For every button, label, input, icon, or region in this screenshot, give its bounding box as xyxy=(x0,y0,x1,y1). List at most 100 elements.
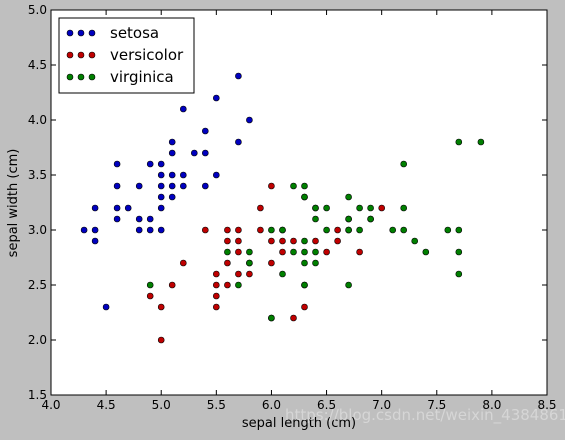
point-setosa xyxy=(80,226,88,234)
point-versicolor xyxy=(268,182,275,190)
point-virginica xyxy=(400,160,408,168)
point-setosa xyxy=(146,226,154,234)
point-virginica xyxy=(455,138,463,146)
point-virginica xyxy=(246,248,253,256)
point-virginica xyxy=(312,215,319,223)
point-setosa xyxy=(146,160,154,168)
point-virginica xyxy=(477,138,485,146)
point-setosa xyxy=(124,204,132,212)
point-virginica xyxy=(224,248,231,256)
point-virginica xyxy=(279,226,286,234)
point-versicolor xyxy=(180,259,187,267)
point-virginica xyxy=(345,193,352,201)
point-setosa xyxy=(113,182,121,190)
point-versicolor xyxy=(213,303,220,311)
y-tick-label: 1.5 xyxy=(28,388,47,402)
point-virginica xyxy=(367,204,374,212)
point-versicolor xyxy=(224,226,231,234)
point-setosa xyxy=(113,204,121,212)
legend-marker-versicolor xyxy=(66,51,74,59)
point-setosa xyxy=(157,182,165,190)
point-versicolor xyxy=(235,270,242,278)
point-virginica xyxy=(455,270,463,278)
point-setosa xyxy=(135,215,143,223)
x-axis-label: sepal length (cm) xyxy=(242,416,356,431)
point-setosa xyxy=(246,116,253,124)
point-virginica xyxy=(455,226,463,234)
legend-marker-setosa xyxy=(66,29,74,37)
point-setosa xyxy=(168,138,176,146)
point-setosa xyxy=(157,160,165,168)
point-setosa xyxy=(213,171,220,179)
x-tick-label: 5.0 xyxy=(152,398,171,412)
point-versicolor xyxy=(356,248,363,256)
point-setosa xyxy=(202,182,209,190)
point-setosa xyxy=(157,171,165,179)
point-setosa xyxy=(157,226,165,234)
point-versicolor xyxy=(334,226,341,234)
point-versicolor xyxy=(257,204,264,212)
x-tick-label: 4.0 xyxy=(41,398,60,412)
y-tick-label: 2.5 xyxy=(28,278,47,292)
point-setosa xyxy=(91,204,99,212)
point-virginica xyxy=(323,204,330,212)
point-virginica xyxy=(246,259,253,267)
point-setosa xyxy=(180,182,187,190)
point-setosa xyxy=(202,149,209,157)
point-setosa xyxy=(235,72,242,80)
point-setosa xyxy=(202,127,209,135)
point-versicolor xyxy=(235,237,242,245)
legend-marker-virginica xyxy=(88,73,96,81)
points-layer xyxy=(80,72,485,344)
x-tick-label: 4.5 xyxy=(97,398,116,412)
y-tick-label: 4.0 xyxy=(28,113,47,127)
y-tick-label: 2.0 xyxy=(28,333,47,347)
x-tick-label: 5.5 xyxy=(207,398,226,412)
x-tick-label: 8.5 xyxy=(537,398,556,412)
point-versicolor xyxy=(235,248,242,256)
point-virginica xyxy=(312,259,319,267)
point-virginica xyxy=(400,226,408,234)
point-virginica xyxy=(301,237,308,245)
point-versicolor xyxy=(224,259,231,267)
point-versicolor xyxy=(235,226,242,234)
point-setosa xyxy=(146,215,154,223)
point-virginica xyxy=(312,204,319,212)
point-versicolor xyxy=(257,226,264,234)
point-versicolor xyxy=(213,281,220,289)
legend-marker-versicolor xyxy=(77,51,85,59)
point-virginica xyxy=(345,215,352,223)
point-versicolor xyxy=(224,281,231,289)
point-versicolor xyxy=(279,248,286,256)
legend-marker-versicolor xyxy=(88,51,96,59)
point-versicolor xyxy=(290,237,297,245)
legend-label-virginica: virginica xyxy=(110,68,174,86)
legend-marker-setosa xyxy=(88,29,96,37)
point-setosa xyxy=(235,138,242,146)
point-versicolor xyxy=(157,303,165,311)
point-versicolor xyxy=(168,281,176,289)
x-tick-label: 7.0 xyxy=(372,398,391,412)
plot-frame xyxy=(50,9,548,396)
point-setosa xyxy=(168,171,176,179)
point-versicolor xyxy=(213,270,220,278)
point-setosa xyxy=(135,182,143,190)
x-tick-label: 7.5 xyxy=(427,398,446,412)
x-tick-label: 6.0 xyxy=(262,398,281,412)
point-virginica xyxy=(367,215,374,223)
point-setosa xyxy=(102,303,110,311)
point-setosa xyxy=(168,149,176,157)
point-virginica xyxy=(301,182,308,190)
point-virginica xyxy=(290,182,297,190)
point-virginica xyxy=(301,248,308,256)
y-axis-label: sepal width (cm) xyxy=(6,149,21,258)
point-virginica xyxy=(235,281,242,289)
legend-marker-virginica xyxy=(66,73,74,81)
point-virginica xyxy=(345,226,352,234)
point-versicolor xyxy=(312,237,319,245)
y-tick-label: 4.5 xyxy=(28,58,47,72)
point-versicolor xyxy=(224,237,231,245)
point-setosa xyxy=(135,226,143,234)
point-setosa xyxy=(180,105,187,113)
